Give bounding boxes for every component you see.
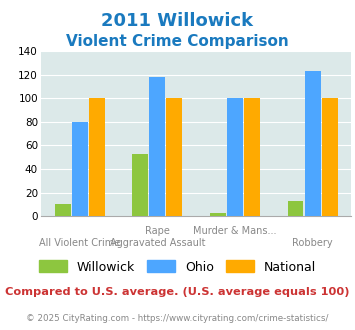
Bar (227, 98, 243, 216)
Text: Rape: Rape (145, 226, 170, 236)
Text: © 2025 CityRating.com - https://www.cityrating.com/crime-statistics/: © 2025 CityRating.com - https://www.city… (26, 314, 329, 323)
Text: Aggravated Assault: Aggravated Assault (110, 238, 205, 248)
Bar (244, 98, 260, 216)
Bar (322, 98, 338, 216)
Bar (305, 71, 321, 216)
Bar (89, 98, 105, 216)
Legend: Willowick, Ohio, National: Willowick, Ohio, National (34, 255, 321, 279)
Bar (166, 98, 182, 216)
Text: All Violent Crime: All Violent Crime (39, 238, 120, 248)
Text: Murder & Mans...: Murder & Mans... (193, 226, 277, 236)
Bar (149, 77, 165, 216)
Text: Compared to U.S. average. (U.S. average equals 100): Compared to U.S. average. (U.S. average … (5, 287, 350, 297)
Bar (210, 213, 226, 216)
Bar (72, 122, 88, 216)
Text: Violent Crime Comparison: Violent Crime Comparison (66, 34, 289, 49)
Text: 2011 Willowick: 2011 Willowick (102, 13, 253, 30)
Bar (132, 154, 148, 216)
Text: Robbery: Robbery (292, 238, 333, 248)
Bar (288, 201, 304, 216)
Bar (55, 204, 71, 216)
